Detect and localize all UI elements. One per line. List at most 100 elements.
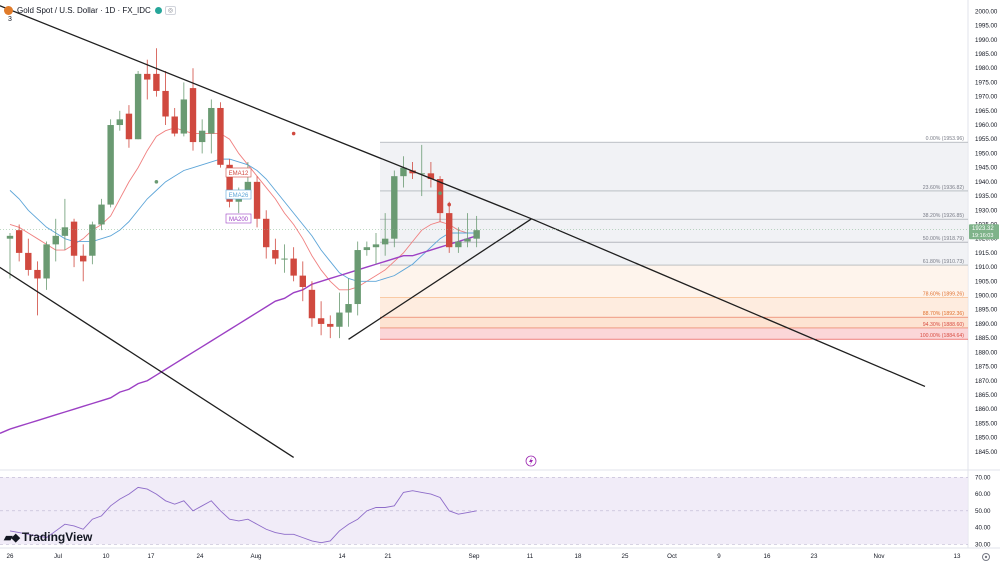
candle-body xyxy=(272,250,279,259)
x-tick-label: 14 xyxy=(339,553,346,560)
x-tick-label: 17 xyxy=(148,553,155,560)
signal-dot xyxy=(291,131,296,136)
candle-body xyxy=(98,204,105,225)
x-tick-label: Jul xyxy=(54,553,62,560)
fib-zone-0 xyxy=(380,142,968,191)
y-tick-label: 1900.00 xyxy=(975,293,998,300)
chart-header: Gold Spot / U.S. Dollar · 1D · FX_IDC ◎ xyxy=(4,3,177,17)
rsi-tick-label: 50.00 xyxy=(975,508,991,515)
y-tick-label: 1940.00 xyxy=(975,179,998,186)
y-tick-label: 1885.00 xyxy=(975,335,998,342)
price-tag-value: 1923.32 xyxy=(972,226,994,232)
y-tick-label: 1980.00 xyxy=(975,65,998,72)
ma-label: EMA26 xyxy=(229,193,249,199)
candle-body xyxy=(436,179,444,214)
candle-body xyxy=(80,255,87,262)
indicator-badge[interactable]: ◎ xyxy=(164,5,177,15)
y-tick-label: 2000.00 xyxy=(975,8,998,15)
series-ema26 xyxy=(9,158,477,282)
candle-body xyxy=(171,116,178,134)
fib-label: 50.00% (1918.79) xyxy=(923,236,965,242)
lightning-icon-glyph xyxy=(529,457,533,465)
x-tick-label: 10 xyxy=(103,553,110,560)
candle-body xyxy=(198,130,206,143)
candle-body xyxy=(317,318,325,324)
y-tick-label: 1855.00 xyxy=(975,420,998,427)
fib-zone-2 xyxy=(380,219,968,243)
candle-body xyxy=(144,73,151,80)
y-tick-label: 1865.00 xyxy=(975,392,998,399)
candle-body xyxy=(43,244,50,279)
candle-body xyxy=(290,258,297,276)
ma-label-box xyxy=(225,167,252,178)
ma-label: EMA12 xyxy=(229,171,249,177)
candle-body xyxy=(446,213,453,248)
series-ma200 xyxy=(9,235,477,430)
candle-body xyxy=(464,238,471,242)
rsi-tick-label: 30.00 xyxy=(975,541,991,548)
tradingview-wordmark: TradingView xyxy=(21,530,93,544)
candle-body xyxy=(162,90,169,117)
candle-body xyxy=(208,107,215,134)
fib-label: 23.60% (1936.82) xyxy=(923,185,965,191)
lower-channel-line xyxy=(0,266,295,459)
tradingview-mark-icon: ▰◆ xyxy=(4,531,20,544)
candle-body xyxy=(327,323,334,327)
y-tick-label: 1965.00 xyxy=(975,108,998,115)
fib-label: 0.00% (1953.96) xyxy=(926,136,965,142)
tradingview-logo[interactable]: ▰◆ TradingView xyxy=(4,530,92,544)
y-tick-label: 1950.00 xyxy=(975,150,998,157)
x-tick-label: 25 xyxy=(622,553,629,560)
y-tick-label: 1880.00 xyxy=(975,349,998,356)
y-tick-label: 1875.00 xyxy=(975,364,998,371)
candle-body xyxy=(391,176,398,239)
candle-body xyxy=(34,269,41,279)
candle-body xyxy=(409,170,416,174)
candle-body xyxy=(70,221,78,256)
candle-body xyxy=(180,99,188,134)
y-tick-label: 1960.00 xyxy=(975,122,998,129)
x-tick-label: 24 xyxy=(197,553,204,560)
candle-body xyxy=(354,250,361,305)
x-tick-label: 9 xyxy=(717,553,721,560)
y-tick-label: 1895.00 xyxy=(975,307,998,314)
candle-body xyxy=(134,73,142,140)
y-tick-label: 1990.00 xyxy=(975,37,998,44)
rsi-tick-label: 70.00 xyxy=(975,474,991,481)
signal-dot xyxy=(154,180,159,184)
signal-dot xyxy=(447,202,452,207)
fib-label: 38.20% (1926.85) xyxy=(923,213,965,219)
x-tick-label: 21 xyxy=(385,553,392,560)
candle-body xyxy=(217,107,224,165)
fib-label: 94.30% (1888.60) xyxy=(923,322,965,328)
y-tick-label: 1975.00 xyxy=(975,79,998,86)
fib-zone-1 xyxy=(380,190,968,220)
y-tick-label: 1845.00 xyxy=(975,449,998,456)
candle-body xyxy=(308,289,316,319)
y-tick-label: 1860.00 xyxy=(975,406,998,413)
fib-label: 100.00% (1884.64) xyxy=(920,333,964,339)
x-tick-label: 11 xyxy=(527,553,534,560)
rising-support-line xyxy=(348,218,532,340)
gear-icon-center xyxy=(984,555,988,559)
candle-body xyxy=(299,275,306,287)
y-tick-label: 1905.00 xyxy=(975,278,998,285)
header-row2: 3 xyxy=(8,16,12,23)
x-tick-label: Aug xyxy=(250,553,262,560)
candle-body xyxy=(281,258,288,260)
upper-channel-line xyxy=(0,5,532,220)
candle-body xyxy=(244,181,252,194)
x-tick-label: 18 xyxy=(575,553,582,560)
signal-dot xyxy=(438,191,442,196)
series-ma200-history xyxy=(0,428,11,434)
candle-body xyxy=(107,125,114,205)
y-tick-label: 1995.00 xyxy=(975,23,998,30)
x-tick-label: 26 xyxy=(7,553,14,560)
y-tick-label: 1910.00 xyxy=(975,264,998,271)
candle-body xyxy=(455,241,462,248)
candle-body xyxy=(345,304,352,313)
candle-body xyxy=(336,312,343,327)
candle-body xyxy=(427,173,435,180)
upper-channel-extension xyxy=(531,218,926,388)
